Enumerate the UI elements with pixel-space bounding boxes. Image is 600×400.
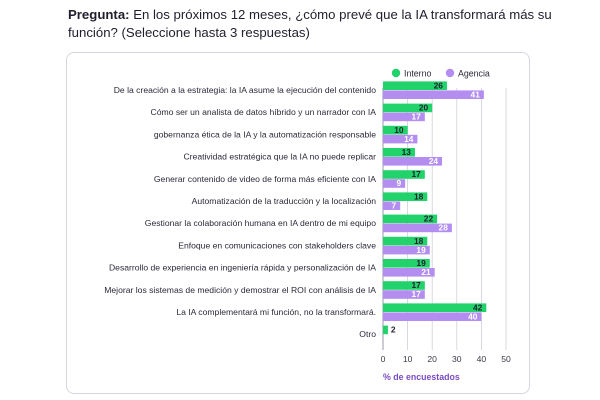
bar-interno: [383, 81, 447, 90]
chart-panel: [66, 52, 530, 394]
category-label: Cómo ser un analista de datos híbrido y …: [151, 107, 377, 117]
bar-interno: [383, 303, 487, 312]
x-tick-label: 0: [381, 354, 386, 364]
value-label-interno: 17: [411, 280, 421, 290]
category-label: Gestionar la colaboración humana en IA d…: [145, 218, 376, 228]
category-label: Automatización de la traducción y la loc…: [192, 196, 377, 206]
bar-agencia: [383, 312, 482, 321]
value-label-agencia: 14: [404, 134, 414, 144]
value-label-agencia: 19: [416, 245, 426, 255]
bar-interno: [383, 325, 388, 335]
bar-agencia: [383, 223, 452, 233]
bar-interno: [383, 259, 430, 268]
question-label: Pregunta:: [68, 7, 130, 22]
value-label-agencia: 9: [396, 178, 401, 188]
bar-agencia: [383, 112, 425, 122]
x-tick-label: 20: [427, 354, 437, 364]
bar-agencia: [383, 157, 443, 166]
chart-legend: Interno Agencia: [391, 68, 490, 79]
value-label-interno: 18: [414, 191, 424, 201]
value-label-interno: 22: [424, 214, 434, 224]
x-axis-title: % de encuestados: [383, 372, 460, 382]
bar-agencia: [383, 179, 406, 188]
bar-agencia: [383, 290, 425, 299]
category-label: Generar contenido de video de forma más …: [154, 174, 376, 184]
value-label-interno: 13: [402, 147, 412, 157]
bar-agencia: [383, 245, 430, 255]
question-text: Pregunta: En los próximos 12 meses, ¿cóm…: [68, 6, 568, 42]
legend-dot-agencia: [445, 68, 455, 78]
bar-interno: [383, 214, 438, 224]
category-label: Desarrollo de experiencia en ingeniería …: [109, 263, 376, 273]
chart-bars: 2641201710141324179187222818191921171742…: [383, 80, 487, 335]
category-label: De la creación a la estrategia: la IA as…: [114, 85, 376, 95]
value-label-agencia: 41: [471, 89, 481, 99]
value-label-interno: 26: [434, 80, 444, 90]
category-label: Otro: [359, 329, 376, 339]
category-label: Creatividad estratégica que la IA no pue…: [183, 152, 376, 162]
value-label-interno: 42: [473, 302, 483, 312]
bar-agencia: [383, 201, 401, 210]
x-tick-label: 10: [403, 354, 413, 364]
value-label-interno: 10: [394, 125, 404, 135]
bar-interno: [383, 192, 428, 201]
category-label: gobernanza ética de la IA y la automatiz…: [154, 129, 376, 139]
bar-interno: [383, 125, 408, 135]
value-label-interno: 17: [411, 169, 421, 179]
bar-interno: [383, 281, 425, 290]
value-label-agencia: 21: [421, 267, 431, 277]
value-label-interno: 19: [416, 258, 426, 268]
bar-agencia: [383, 90, 484, 99]
bar-interno: [383, 170, 425, 179]
value-label-interno: 18: [414, 236, 424, 246]
value-label-agencia: 24: [429, 156, 439, 166]
legend-dot-interno: [391, 68, 401, 78]
bar-interno: [383, 103, 433, 113]
chart-category-labels: De la creación a la estrategia: la IA as…: [104, 85, 376, 339]
value-label-agencia: 17: [411, 289, 421, 299]
x-tick-label: 30: [452, 354, 462, 364]
value-label-agencia: 40: [468, 311, 478, 321]
bar-interno: [383, 148, 415, 157]
bar-agencia: [383, 134, 418, 144]
x-tick-label: 40: [477, 354, 487, 364]
bar-interno: [383, 236, 428, 246]
category-label: Enfoque en comunicaciones con stakeholde…: [178, 240, 376, 250]
category-label: Mejorar los sistemas de medición y demos…: [104, 285, 376, 295]
x-tick-label: 50: [501, 354, 511, 364]
category-label: La IA complementará mi función, no la tr…: [176, 307, 376, 317]
value-label-agencia: 28: [439, 223, 449, 233]
question-body: En los próximos 12 meses, ¿cómo prevé qu…: [68, 7, 552, 40]
bar-agencia: [383, 268, 435, 277]
legend-label-agencia: Agencia: [458, 69, 490, 79]
chart-x-ticks: 0 10 20 30 40 50: [381, 354, 511, 364]
value-label-agencia: 17: [411, 112, 421, 122]
value-label-agencia: 7: [392, 200, 397, 210]
legend-label-interno: Interno: [404, 69, 431, 79]
value-label-interno: 20: [419, 103, 429, 113]
value-label-interno: 2: [391, 325, 396, 335]
